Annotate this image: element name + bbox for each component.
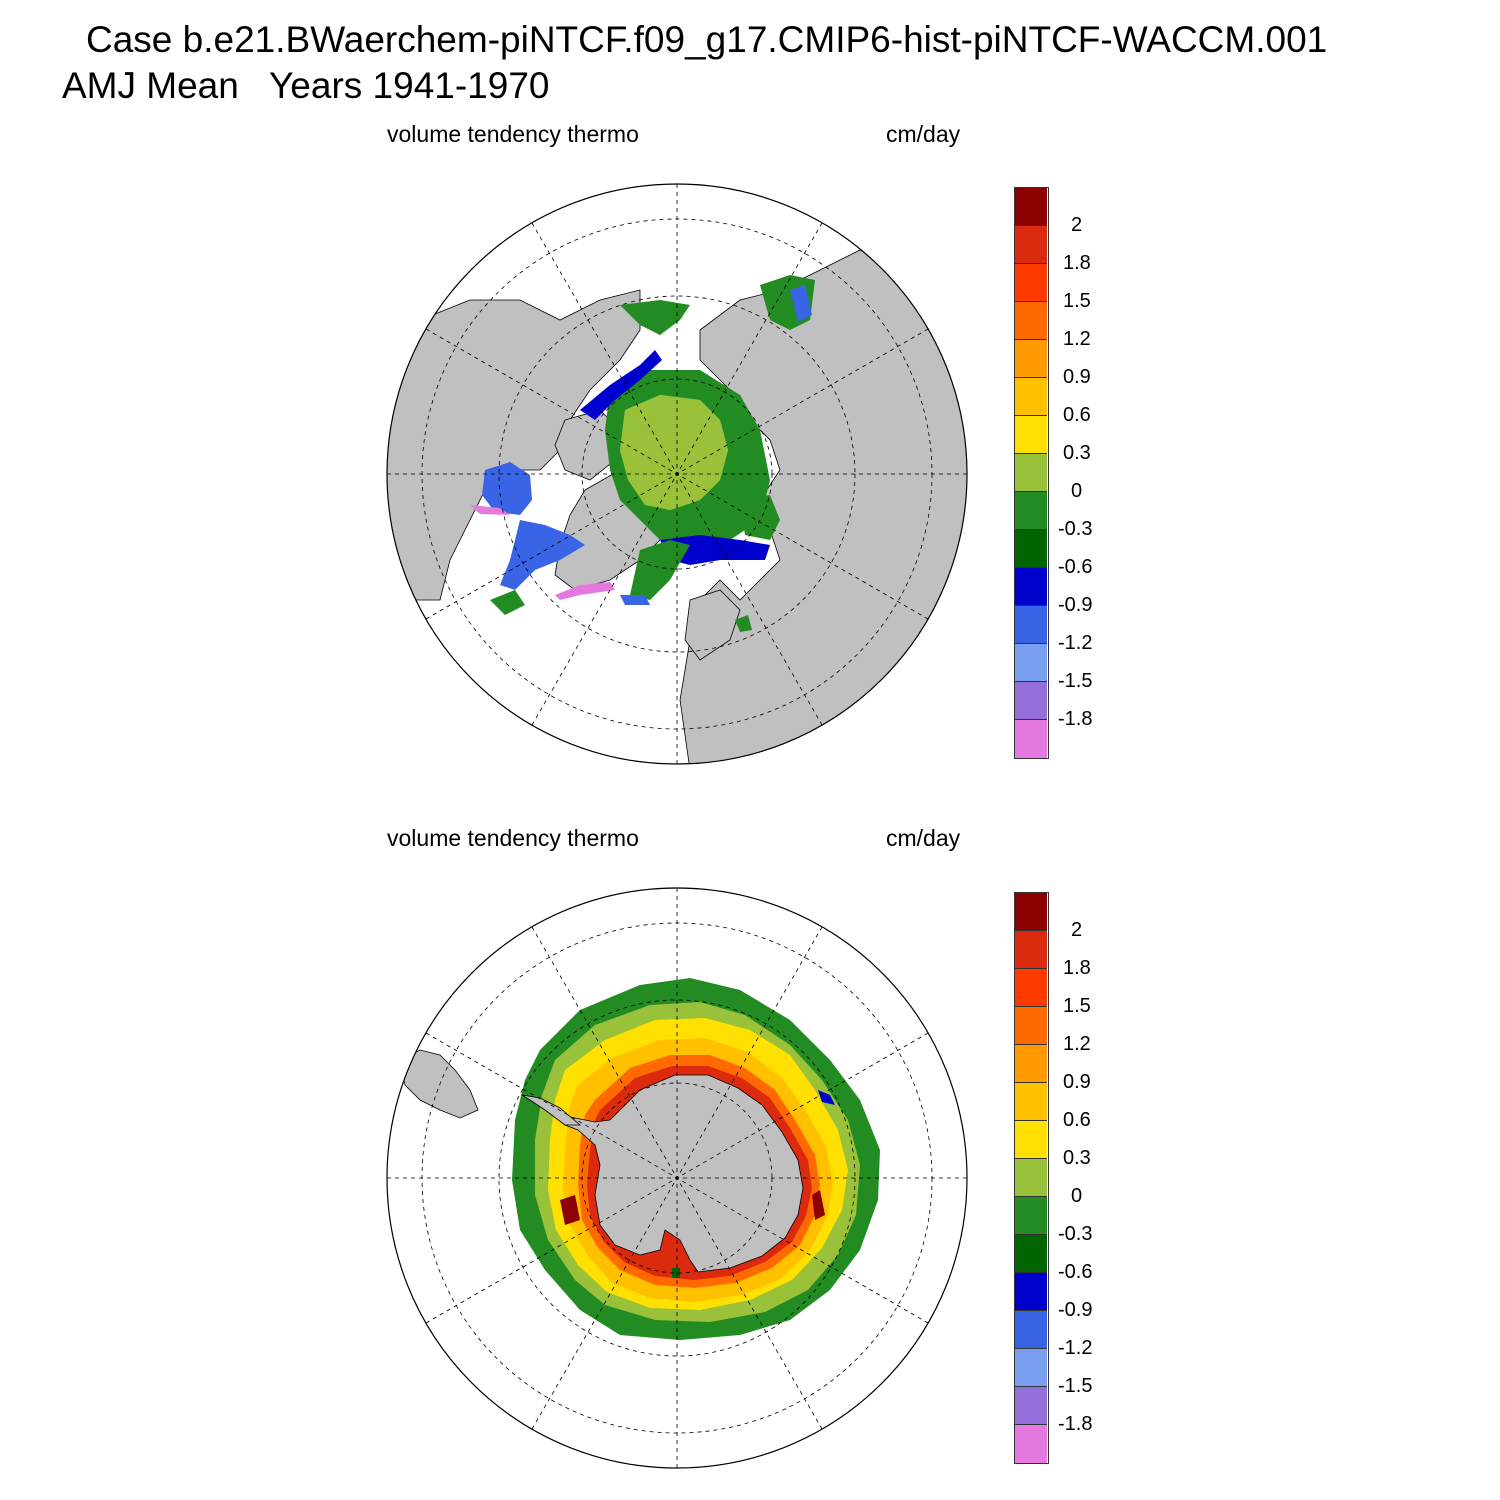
arctic-central-lightgreen	[620, 395, 728, 510]
colorbar-tick-label: 0.6	[1063, 1109, 1091, 1131]
antarctic-map	[387, 888, 967, 1468]
colorbar-segment	[1014, 1424, 1047, 1463]
colorbar-segment	[1014, 1082, 1047, 1121]
baffin-blue	[500, 520, 585, 590]
colorbar-tick-label: 1.2	[1063, 1033, 1091, 1055]
south-panel-variable-label: volume tendency thermo	[387, 825, 639, 851]
colorbar-tick-label: -0.6	[1058, 556, 1093, 578]
antarctic-maroon-edge-right	[812, 1190, 825, 1220]
colorbar-tick-label: -0.3	[1058, 518, 1093, 540]
scandinavia	[684, 589, 741, 661]
colorbar-segment	[1014, 643, 1047, 682]
kara-green	[740, 495, 780, 540]
colorbar-segment	[1014, 187, 1047, 225]
colorbar-segment	[1014, 1158, 1047, 1197]
colorbar-segment	[1014, 529, 1047, 568]
colorbar-segment	[1014, 930, 1047, 969]
colorbar-segment	[1014, 681, 1047, 720]
colorbar-tick-label: 0	[1071, 480, 1083, 502]
antarctic-graticule	[387, 888, 967, 1468]
colorbar-tick-label: 1.5	[1063, 290, 1091, 312]
colorbar-segment	[1014, 968, 1047, 1007]
figure-title-period: AMJ Mean Years 1941-1970	[62, 65, 550, 106]
antarctica-land	[559, 1074, 804, 1273]
colorbar-segment	[1014, 1234, 1047, 1273]
colorbar-segment	[1014, 567, 1047, 606]
colorbar-tick-label: 1.2	[1063, 328, 1091, 350]
arctic-map-border	[386, 183, 968, 765]
colorbar-segment	[1014, 491, 1047, 530]
colorbar-segment	[1014, 1120, 1047, 1159]
colorbar-segment	[1014, 263, 1047, 302]
colorbar-frame	[1014, 187, 1049, 759]
colorbar-segment	[1014, 1310, 1047, 1349]
colorbar-tick-label: 2	[1071, 214, 1083, 236]
colorbar-tick-label: 0.6	[1063, 404, 1091, 426]
beaufort-blue	[580, 350, 662, 420]
colorbar-segment	[1014, 1386, 1047, 1425]
north-panel-units-label: cm/day	[886, 121, 961, 147]
colorbar-tick-label: -1.2	[1058, 1337, 1093, 1359]
colorbar-segment	[1014, 453, 1047, 492]
colorbar-segment	[1014, 892, 1047, 930]
colorbar-tick-label: 1.8	[1063, 252, 1091, 274]
colorbar-segment	[1014, 1272, 1047, 1311]
colorbar-segment	[1014, 301, 1047, 340]
bering-green	[620, 300, 690, 335]
arctic-graticule	[387, 184, 967, 764]
antarctic-darkgreen-dot	[672, 1268, 680, 1278]
colorbar-tick-label: -0.9	[1058, 1299, 1093, 1321]
colorbar-segment	[1014, 225, 1047, 264]
colorbar-segment	[1014, 339, 1047, 378]
colorbar-tick-label: -1.5	[1058, 1375, 1093, 1397]
south-panel-units-label: cm/day	[886, 825, 961, 851]
antarctic-peninsula	[521, 1094, 582, 1126]
baltic-green	[735, 615, 752, 632]
colorbar-segment	[1014, 1006, 1047, 1045]
arctic-land	[387, 249, 967, 764]
colorbar-tick-label: -0.6	[1058, 1261, 1093, 1283]
colorbar-tick-label: 0.3	[1063, 1147, 1091, 1169]
colorbar-segment	[1014, 1196, 1047, 1235]
colorbar-tick-label: 0.9	[1063, 366, 1091, 388]
antarctic-maroon-edge-left	[560, 1195, 580, 1225]
colorbar-tick-label: -1.8	[1058, 708, 1093, 730]
okhotsk-blue	[790, 285, 812, 322]
colorbar-frame	[1014, 892, 1049, 1464]
barents-blue	[660, 535, 770, 565]
figure-title-case: Case b.e21.BWaerchem-piNTCF.f09_g17.CMIP…	[86, 19, 1328, 60]
north-panel-variable-label: volume tendency thermo	[387, 121, 639, 147]
arctic-map	[387, 184, 967, 764]
canadian-archipelago	[554, 409, 621, 481]
colorbar-tick-label: 1.5	[1063, 995, 1091, 1017]
south-greenland-pink	[555, 582, 615, 600]
colorbar-tick-label: -1.2	[1058, 632, 1093, 654]
colorbar-tick-label: 2	[1071, 919, 1083, 941]
hudson-bay-pink	[470, 505, 510, 515]
colorbar-tick-label: -0.9	[1058, 594, 1093, 616]
colorbar-segment	[1014, 1044, 1047, 1083]
colorbar-segment	[1014, 1348, 1047, 1387]
arctic-ring-green	[605, 370, 770, 545]
labrador-green	[490, 590, 525, 615]
colorbar-tick-label: 0.3	[1063, 442, 1091, 464]
east-greenland-green	[630, 540, 690, 600]
colorbar-segment	[1014, 605, 1047, 644]
colorbar-tick-label: 0	[1071, 1185, 1083, 1207]
colorbar-tick-label: -1.8	[1058, 1413, 1093, 1435]
hudson-bay-blue	[482, 462, 532, 515]
colorbar-tick-label: -0.3	[1058, 1223, 1093, 1245]
colorbar-tick-label: 1.8	[1063, 957, 1091, 979]
east-greenland-blue	[620, 595, 650, 605]
colorbar-tick-label: 0.9	[1063, 1071, 1091, 1093]
colorbar-segment	[1014, 377, 1047, 416]
arctic-ice-field	[470, 275, 815, 632]
south-america-land	[399, 1049, 479, 1119]
colorbar-segment	[1014, 719, 1047, 758]
colorbar-tick-label: -1.5	[1058, 670, 1093, 692]
antarctic-map-border	[386, 887, 968, 1469]
colorbar-segment	[1014, 415, 1047, 454]
